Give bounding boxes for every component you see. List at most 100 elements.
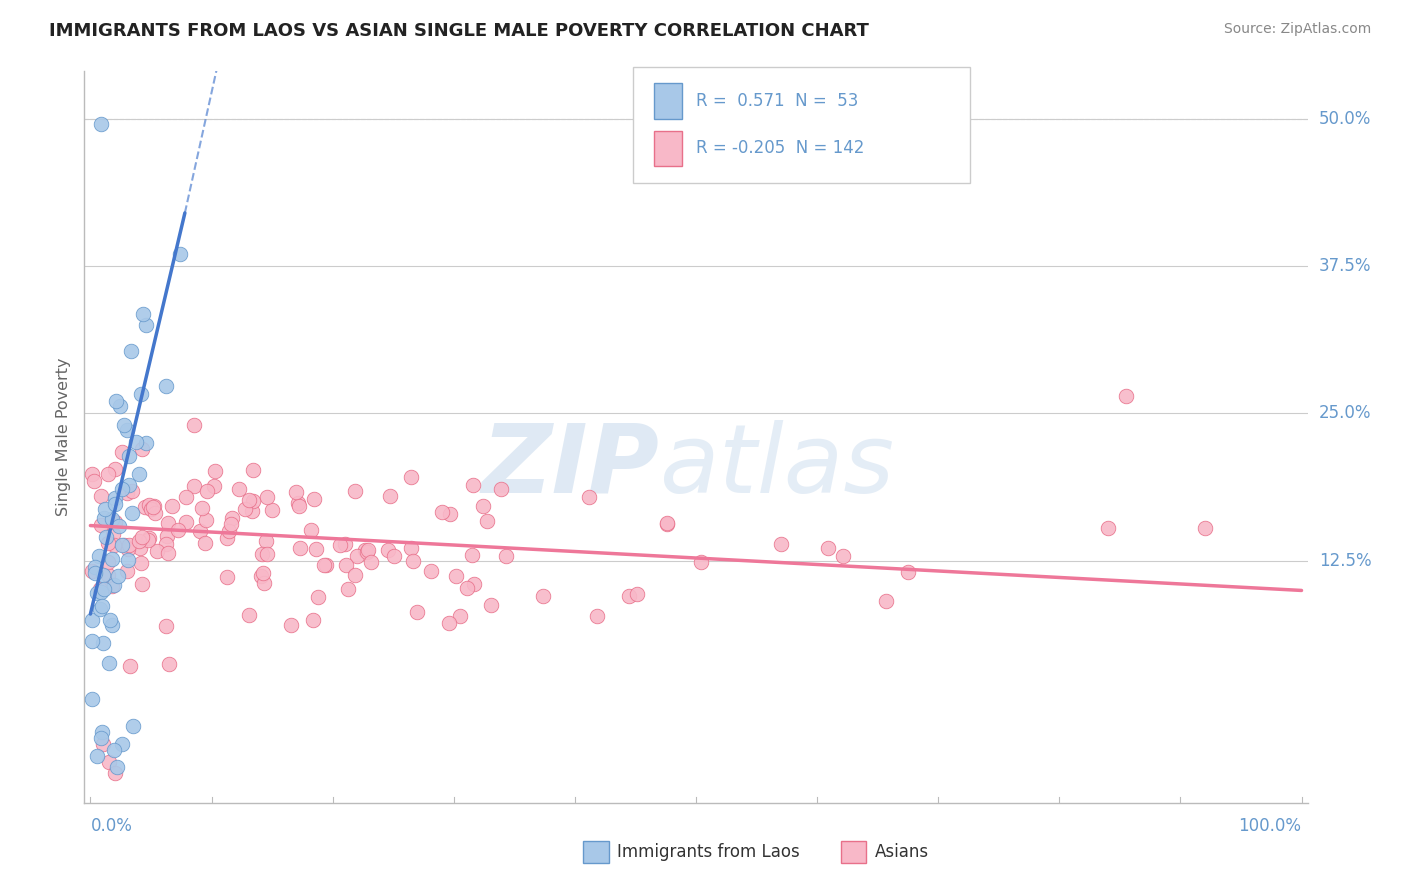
Point — [101, 527, 124, 541]
Point — [233, 501, 256, 516]
Point — [121, 483, 143, 498]
Point — [86, 748, 108, 763]
Text: 25.0%: 25.0% — [1319, 404, 1371, 423]
Point — [128, 533, 150, 548]
Point — [97, 535, 120, 549]
Point — [253, 576, 276, 591]
Point — [118, 450, 141, 464]
Point — [307, 590, 329, 604]
Point — [146, 544, 169, 558]
Point — [84, 566, 107, 580]
Point — [299, 523, 322, 537]
Point — [249, 569, 271, 583]
Point — [90, 517, 112, 532]
Point — [107, 569, 129, 583]
Text: 0.0%: 0.0% — [90, 817, 132, 835]
Point — [160, 499, 183, 513]
Point — [495, 549, 517, 564]
Point — [131, 442, 153, 457]
Point — [104, 515, 127, 529]
Point — [302, 491, 325, 506]
Point — [439, 508, 461, 522]
Point — [356, 545, 378, 559]
Point — [285, 485, 308, 500]
Point — [357, 543, 380, 558]
Point — [93, 501, 115, 516]
Point — [167, 523, 190, 537]
Point — [103, 742, 125, 756]
Point — [103, 538, 125, 552]
Point — [329, 538, 352, 552]
Point — [335, 558, 357, 573]
Point — [117, 553, 139, 567]
Point — [112, 538, 135, 552]
Point — [80, 633, 103, 648]
Point — [377, 542, 399, 557]
Point — [112, 418, 135, 433]
Point — [655, 516, 678, 530]
Point — [90, 118, 112, 132]
Text: Source: ZipAtlas.com: Source: ZipAtlas.com — [1223, 22, 1371, 37]
Text: 50.0%: 50.0% — [1319, 110, 1371, 128]
Point — [101, 618, 124, 632]
Point — [105, 760, 128, 774]
Point — [897, 565, 920, 579]
Point — [156, 516, 179, 531]
Point — [195, 513, 218, 527]
Text: R = -0.205  N = 142: R = -0.205 N = 142 — [696, 139, 865, 157]
Point — [100, 512, 122, 526]
Point — [420, 564, 443, 578]
Point — [143, 506, 166, 520]
Point — [242, 462, 264, 476]
Point — [302, 614, 325, 628]
Point — [228, 482, 250, 496]
Point — [91, 635, 114, 649]
Point — [128, 467, 150, 482]
Point — [406, 605, 429, 619]
Text: R =  0.571  N =  53: R = 0.571 N = 53 — [696, 93, 858, 111]
Point — [91, 599, 114, 614]
Point — [354, 543, 377, 558]
Point — [97, 755, 120, 769]
Point — [105, 393, 128, 408]
Point — [131, 530, 153, 544]
Point — [135, 318, 157, 332]
Point — [479, 599, 502, 613]
Point — [256, 491, 278, 505]
Point — [378, 489, 401, 503]
Point — [121, 506, 143, 520]
Point — [250, 547, 273, 561]
Point — [125, 435, 148, 450]
Point — [461, 478, 484, 492]
Point — [80, 692, 103, 706]
Text: Asians: Asians — [875, 843, 928, 861]
Point — [399, 541, 422, 556]
Point — [93, 582, 115, 596]
Point — [382, 549, 405, 563]
Text: ZIP: ZIP — [481, 420, 659, 513]
Point — [120, 344, 142, 359]
Point — [531, 589, 554, 603]
Point — [204, 464, 226, 478]
Point — [157, 657, 180, 671]
Point — [89, 601, 111, 615]
Point — [111, 538, 134, 552]
Point — [1194, 521, 1216, 535]
Point — [1115, 389, 1137, 403]
Point — [118, 538, 141, 552]
Point — [89, 582, 111, 596]
Point — [770, 537, 793, 551]
Point — [315, 558, 337, 572]
Point — [104, 766, 127, 780]
Point — [136, 533, 159, 548]
Point — [97, 467, 120, 481]
Point — [183, 479, 205, 493]
Point — [111, 482, 134, 496]
Point — [217, 531, 239, 545]
Point — [346, 549, 368, 564]
Point — [142, 500, 165, 514]
Point — [138, 499, 160, 513]
Point — [103, 578, 125, 592]
Point — [86, 586, 108, 600]
Point — [402, 554, 425, 568]
